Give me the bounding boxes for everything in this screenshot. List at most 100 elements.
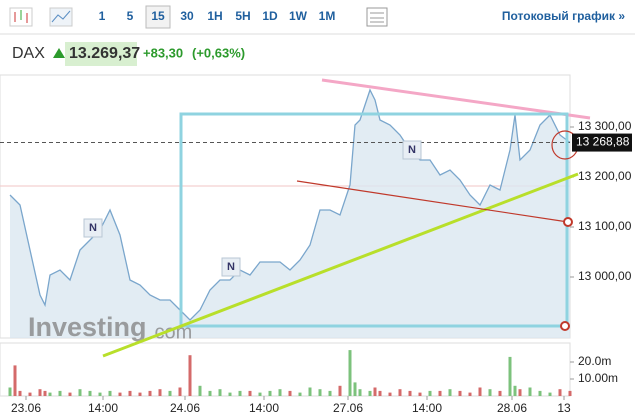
interval-button[interactable]: 5H — [235, 9, 250, 23]
news-marker-box — [402, 140, 422, 160]
volume-bar — [78, 389, 82, 396]
volume-bar — [488, 389, 492, 396]
volume-bar — [418, 392, 422, 396]
volume-bar — [138, 392, 142, 396]
up-arrow — [53, 48, 65, 58]
stream-link[interactable]: Потоковый график » — [502, 9, 625, 23]
volume-bar — [28, 392, 32, 396]
x-tick-label: 14:00 — [412, 401, 442, 415]
interval-button[interactable]: 1W — [289, 9, 308, 23]
y-tick-label: 13 200,00 — [578, 169, 632, 183]
y-tick-label: 13 300,00 — [578, 119, 632, 133]
interval-button[interactable]: 1H — [207, 9, 222, 23]
interval-buttons: 1 5 15 30 1H 5H 1D 1W 1M — [99, 5, 336, 29]
x-tick-label: 28.06 — [497, 401, 527, 415]
volume-bar — [498, 390, 502, 396]
volume-bar — [38, 389, 42, 396]
news-marker: N — [408, 144, 416, 156]
interval-button[interactable]: 1 — [99, 9, 106, 23]
volume-bar — [298, 392, 302, 396]
news-marker-box — [221, 257, 241, 277]
watermark-main: Investing — [28, 312, 147, 342]
volume-bar — [513, 385, 517, 396]
news-marker: N — [227, 261, 235, 273]
volume-bar — [43, 390, 47, 396]
volume-bar — [288, 390, 292, 396]
volume-bar — [188, 355, 192, 396]
volume-bar — [268, 390, 272, 396]
overlay: 13 000,00 13 100,00 13 200,00 13 300,00 23.0… — [11, 119, 632, 415]
symbol: DAX — [12, 45, 45, 62]
price-line — [9, 88, 571, 321]
volume-bar — [8, 387, 12, 396]
volume-bar — [373, 387, 377, 396]
volume-bar — [148, 390, 152, 396]
volume-bar — [508, 356, 512, 396]
drawings — [102, 78, 591, 358]
news-marker-box — [83, 218, 103, 238]
volume-bar — [168, 390, 172, 396]
volume-bar — [548, 392, 552, 396]
x-tick-label: 23.06 — [11, 401, 41, 415]
x-tick-label: 14:00 — [249, 401, 279, 415]
plot — [0, 88, 574, 400]
interval-button[interactable]: 30 — [180, 9, 194, 23]
interval-button[interactable]: 1D — [262, 9, 278, 23]
volume-bar — [218, 389, 222, 396]
volume-bar — [408, 390, 412, 396]
volume-bar — [258, 392, 262, 396]
volume-bar — [198, 385, 202, 396]
volume-bar — [428, 390, 432, 396]
volume-bar — [248, 390, 252, 396]
volume-bar — [438, 390, 442, 396]
volume-bar — [158, 389, 162, 396]
volume-bar — [178, 387, 182, 396]
volume-bar — [108, 390, 112, 396]
active-interval-box — [145, 5, 171, 29]
volume-bar — [388, 392, 392, 396]
volume-bar — [348, 350, 352, 396]
price: 13.269,37 — [69, 45, 140, 62]
x-tick-label: 27.06 — [333, 401, 363, 415]
x-tick-label: 24.06 — [170, 401, 200, 415]
volume-bar — [328, 390, 332, 396]
volume-bar — [208, 390, 212, 396]
volume-bar — [528, 387, 532, 396]
volume-bar — [468, 392, 472, 396]
volume-bar — [98, 392, 102, 396]
y-tick-label: 13 100,00 — [578, 219, 632, 233]
volume-bar — [478, 387, 482, 396]
volume-tick-label: 10.00m — [578, 371, 618, 385]
volume-bar — [538, 390, 542, 396]
volume-bar — [558, 389, 562, 396]
volume-bar — [238, 390, 242, 396]
price-box — [65, 42, 137, 66]
volume-bar — [358, 389, 362, 396]
volume-bar — [278, 389, 282, 396]
volume-bar — [18, 390, 22, 396]
volume-frame — [0, 342, 571, 397]
volume-bar — [68, 392, 72, 396]
change: +83,30 — [143, 45, 183, 60]
interval-button[interactable]: 5 — [127, 9, 134, 23]
volume-bar — [518, 389, 522, 396]
interval-button[interactable]: 15 — [151, 9, 165, 23]
volume-bar — [568, 390, 572, 396]
volume-bar — [228, 392, 232, 396]
volume-bar — [353, 382, 357, 396]
interval-button[interactable]: 1M — [319, 9, 336, 23]
x-tick-label: 13 — [557, 401, 571, 415]
last-price-label: 13 268,88 — [576, 135, 630, 149]
volume-bar — [88, 390, 92, 396]
volume-bar — [368, 390, 372, 396]
volume-bar — [58, 390, 62, 396]
volume-bar — [338, 385, 342, 396]
x-tick-label: 14:00 — [88, 401, 118, 415]
volume-bar — [448, 389, 452, 396]
last-price-box — [572, 133, 632, 152]
volume-bar — [128, 390, 132, 396]
volume-bar — [398, 389, 402, 396]
area-fill — [10, 90, 570, 338]
volume-bar — [308, 387, 312, 396]
change-pct: (+0,63%) — [192, 45, 245, 60]
